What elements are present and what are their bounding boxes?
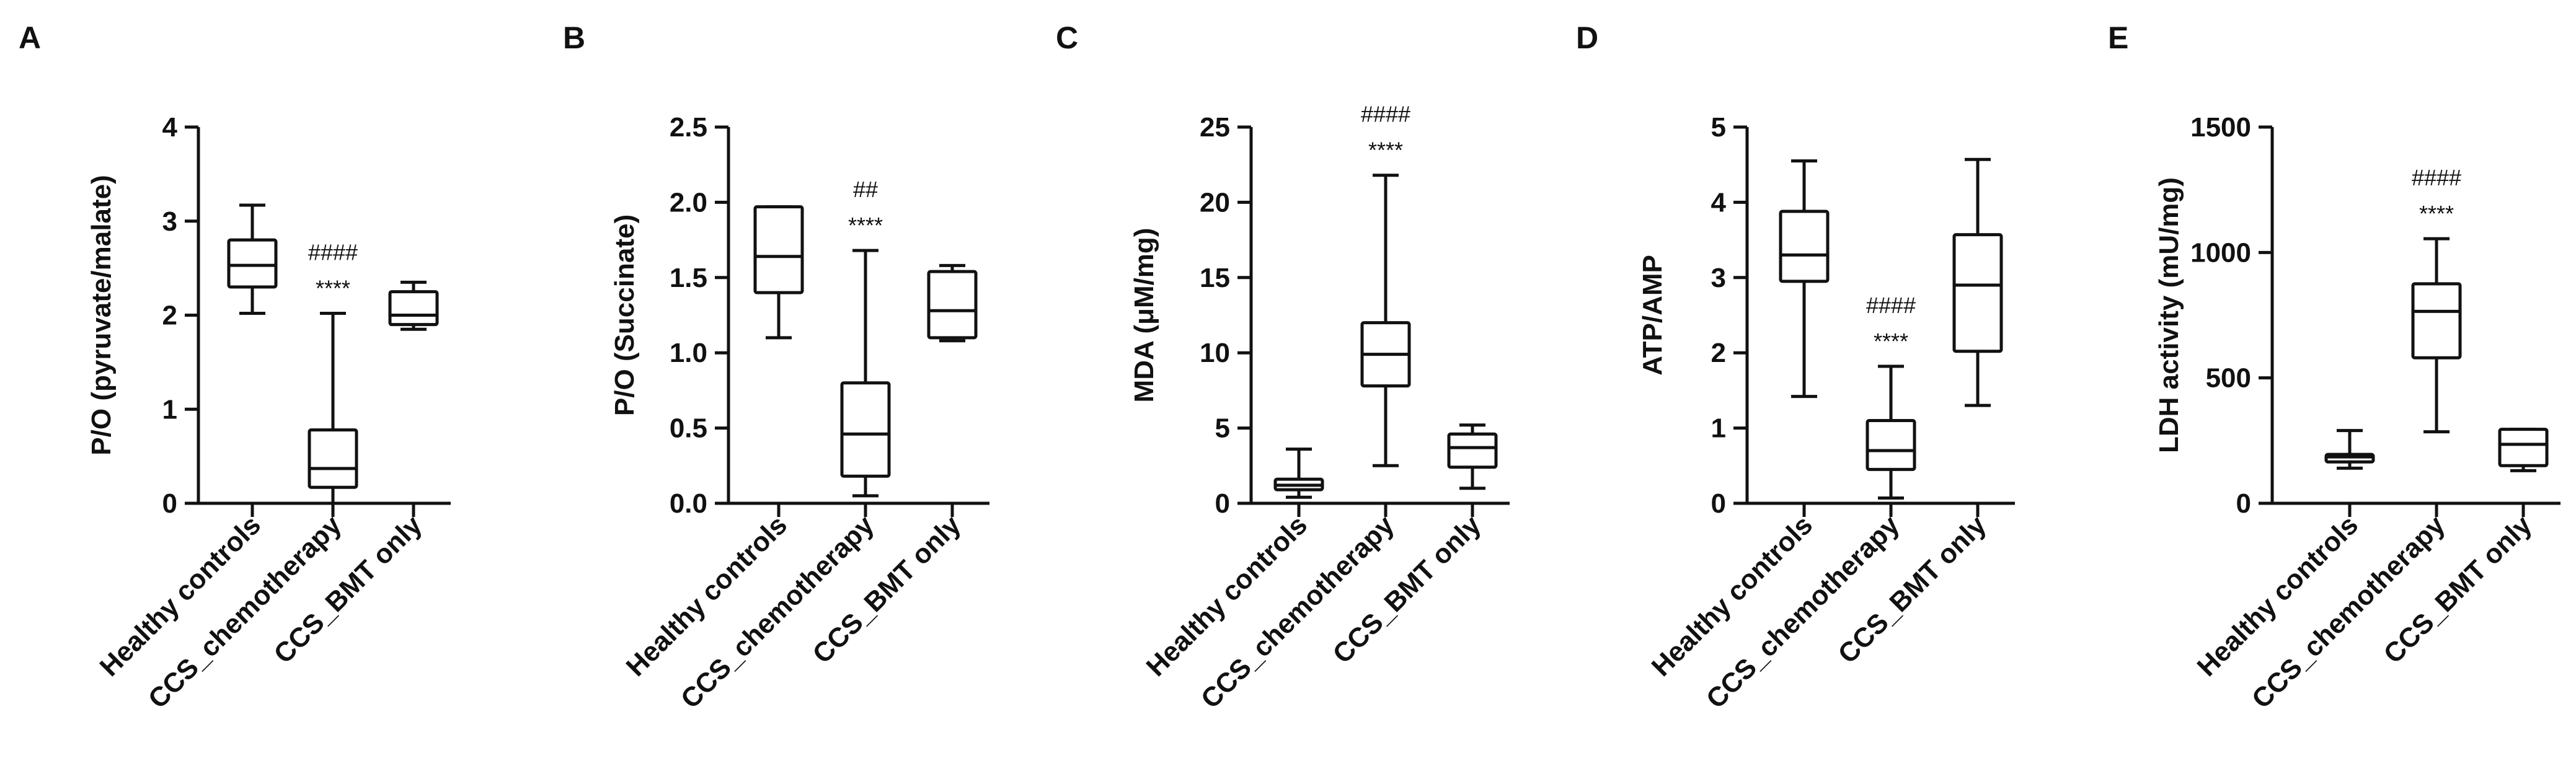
box-0: [753, 205, 804, 517]
y-tick-label: 0: [1711, 488, 1726, 519]
significance-label: ****: [848, 213, 883, 238]
y-tick-label: 0.5: [670, 413, 707, 444]
panel-letter: D: [1576, 20, 1598, 55]
iqr-box: [1952, 233, 2003, 353]
y-axis-label: P/O (pyruvate/malate): [86, 175, 117, 455]
y-tick-label: 0: [2236, 488, 2251, 519]
category-label: CCS_BMT only: [1327, 509, 1487, 669]
panel-letter: A: [19, 20, 41, 55]
significance-label: ####: [2412, 165, 2461, 190]
box-1: [840, 249, 891, 517]
iqr-box: [227, 238, 278, 289]
y-axis-label: MDA (μM/mg): [1129, 228, 1159, 403]
chart-panel-c: C 0 5 10 15 20 25 MDA (μM/mg) Healthy controlsCC…: [1056, 20, 1510, 715]
panel-letter: E: [2108, 20, 2128, 55]
y-tick-label: 5: [1711, 112, 1726, 143]
iqr-box: [2498, 428, 2549, 467]
y-tick-label: 10: [1200, 338, 1230, 368]
box-2: [1952, 157, 2003, 517]
box-0: [2324, 429, 2375, 517]
significance-label: ####: [1361, 102, 1410, 127]
y-tick-label: 5: [1215, 413, 1230, 444]
panel-letter: C: [1056, 20, 1078, 55]
box-1: [1360, 174, 1411, 517]
box-1: [1866, 364, 1916, 517]
y-axis-label: ATP/AMP: [1637, 255, 1668, 376]
category-label: CCS_BMT only: [2378, 509, 2538, 669]
significance-label: ****: [316, 275, 350, 301]
y-tick-label: 1: [1711, 413, 1726, 444]
box-1: [308, 311, 358, 517]
y-tick-label: 2: [162, 301, 177, 331]
chart-panel-e: E 0 500 1000 1500 LDH activity (mU/mg) Healthy…: [2108, 20, 2561, 715]
y-tick-label: 4: [162, 112, 178, 143]
category-label: CCS_BMT only: [1832, 509, 1992, 669]
iqr-box: [1779, 209, 1830, 283]
y-tick-label: 25: [1200, 112, 1230, 143]
box-2: [1447, 423, 1498, 517]
iqr-box: [753, 205, 804, 294]
box-0: [1273, 448, 1324, 517]
y-tick-label: 1.0: [670, 338, 707, 368]
y-tick-label: 3: [1711, 263, 1726, 293]
box-2: [2498, 428, 2549, 517]
significance-label: ####: [308, 239, 358, 265]
category-label: Healthy controls: [1141, 509, 1313, 682]
significance-label: ####: [1866, 293, 1916, 318]
y-tick-label: 500: [2206, 363, 2251, 394]
panel-letter: B: [563, 20, 585, 55]
significance-label: ****: [1368, 138, 1403, 163]
y-axis-label: P/O (Succinate): [609, 214, 640, 416]
box-0: [227, 203, 278, 517]
y-tick-label: 0: [1215, 488, 1230, 519]
iqr-box: [927, 270, 978, 340]
iqr-box: [388, 290, 439, 327]
y-tick-label: 1000: [2190, 237, 2251, 268]
category-label: Healthy controls: [2192, 509, 2364, 682]
box-2: [927, 263, 978, 517]
y-tick-label: 1: [162, 394, 177, 425]
category-label: CCS_BMT only: [268, 509, 428, 669]
iqr-box: [2411, 282, 2462, 359]
y-axis-label: LDH activity (mU/mg): [2154, 177, 2184, 453]
y-tick-label: 3: [162, 206, 177, 237]
y-tick-label: 20: [1200, 187, 1230, 218]
iqr-box: [840, 381, 891, 478]
y-tick-label: 0.0: [670, 488, 707, 519]
significance-label: ****: [1874, 329, 1908, 354]
y-tick-label: 2.5: [670, 112, 707, 143]
category-label: CCS_BMT only: [807, 509, 967, 669]
iqr-box: [1866, 418, 1916, 471]
iqr-box: [1447, 432, 1498, 469]
significance-label: ****: [2419, 201, 2454, 226]
box-2: [388, 280, 439, 517]
y-tick-label: 1500: [2190, 112, 2251, 143]
category-label: Healthy controls: [1646, 509, 1818, 682]
box-0: [1779, 159, 1830, 517]
y-tick-label: 4: [1711, 187, 1727, 218]
iqr-box: [308, 428, 358, 489]
significance-label: ##: [853, 177, 878, 202]
y-tick-label: 2: [1711, 338, 1726, 368]
category-label: Healthy controls: [621, 509, 793, 682]
y-tick-label: 2.0: [670, 187, 707, 218]
chart-panel-b: B 0.0 0.5 1.0 1.5 2.0 2.5 P/O (Succinate) Health…: [563, 20, 989, 715]
y-tick-label: 1.5: [670, 263, 707, 293]
box-1: [2411, 237, 2462, 517]
y-tick-label: 15: [1200, 263, 1230, 293]
y-tick-label: 0: [162, 488, 177, 519]
